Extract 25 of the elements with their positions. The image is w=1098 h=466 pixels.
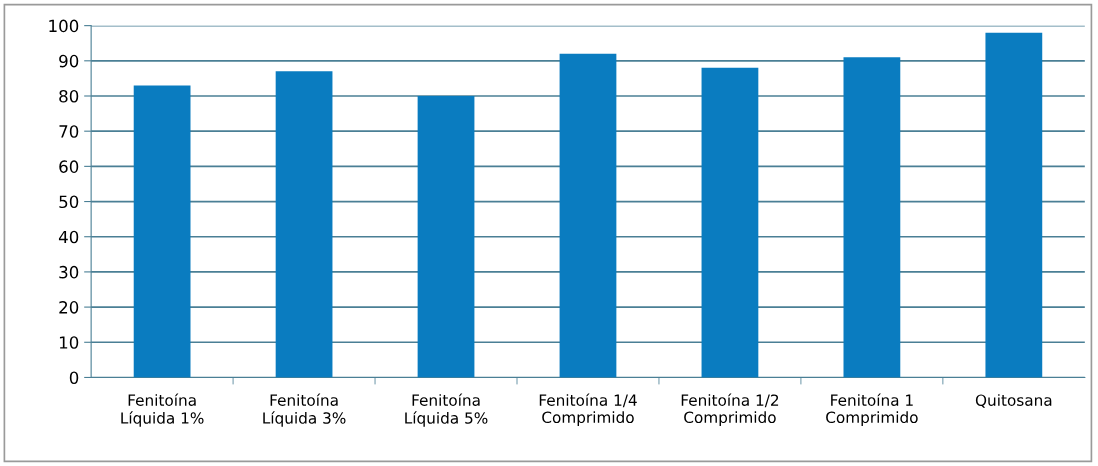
x-tick-label: Fenitoína Líquida 3% — [263, 393, 346, 427]
y-tick-label: 90 — [59, 54, 79, 68]
bar — [275, 71, 333, 378]
y-tick-label: 50 — [59, 195, 79, 209]
bar — [701, 67, 759, 378]
y-tick-label: 70 — [59, 125, 79, 138]
bar — [417, 96, 475, 378]
bar — [133, 85, 191, 378]
bar — [985, 32, 1043, 378]
y-tick-label: 100 — [49, 19, 79, 33]
x-tick-label: Fenitoína Líquida 1% — [121, 393, 204, 427]
y-tick-label: 20 — [59, 301, 79, 314]
y-tick-label: 40 — [58, 230, 79, 244]
y-tick-label: 60 — [59, 160, 79, 173]
x-tick-label: Fenitoína 1/2 Comprimido — [681, 393, 779, 427]
x-tick-label: Fenitoína 1/4 Comprimido — [539, 393, 637, 427]
y-tick-label: 10 — [59, 336, 79, 349]
x-tick-label: Fenitoína 1 Comprimido — [826, 393, 918, 427]
y-tick-label: 80 — [59, 89, 79, 103]
y-tick-label: 30 — [59, 265, 79, 279]
y-tick-label: 0 — [69, 371, 79, 385]
x-tick-label: Quitosana — [975, 394, 1052, 408]
bar — [843, 57, 901, 378]
bar — [559, 53, 617, 378]
x-tick-label: Fenitoína Líquida 5% — [405, 393, 488, 427]
